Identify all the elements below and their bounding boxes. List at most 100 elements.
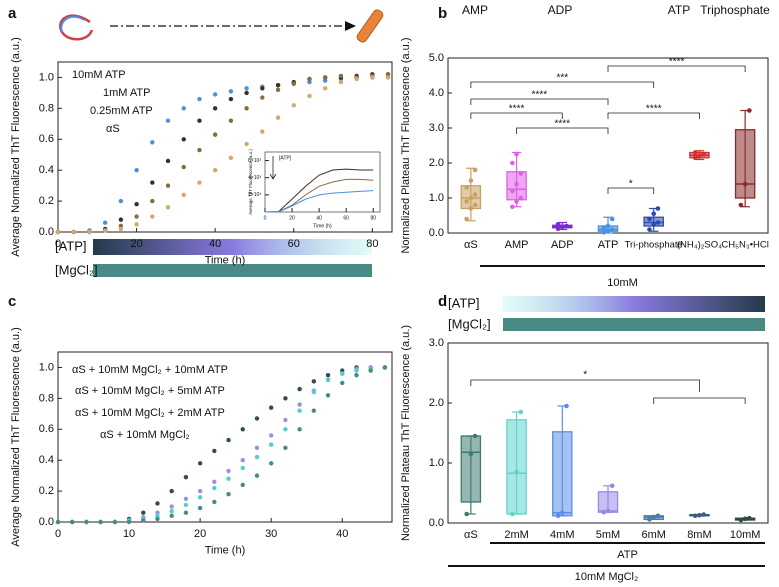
x-tick-label: 0 bbox=[55, 528, 61, 540]
y-tick-label: 0.0 bbox=[429, 517, 444, 529]
data-point bbox=[244, 90, 249, 96]
data-point bbox=[150, 214, 155, 219]
y-tick-label: 1.0 bbox=[39, 361, 54, 373]
schematic bbox=[59, 9, 384, 43]
data-point bbox=[464, 216, 469, 222]
gradient-label: [ATP] bbox=[55, 238, 87, 253]
data-point bbox=[338, 73, 344, 79]
data-point bbox=[283, 427, 288, 432]
x-tick-label: 40 bbox=[209, 238, 221, 250]
data-point bbox=[297, 386, 302, 392]
y-axis-label: Average Normalized ThT Fluorescence (a.u… bbox=[10, 327, 22, 547]
data-point bbox=[601, 509, 607, 515]
data-point bbox=[472, 202, 478, 208]
x-axis-label: Time (h) bbox=[313, 223, 332, 229]
group-label: 10mM bbox=[607, 277, 638, 289]
data-point bbox=[283, 417, 288, 423]
data-point bbox=[283, 445, 288, 451]
data-point bbox=[307, 79, 312, 85]
data-point bbox=[472, 167, 478, 173]
data-point bbox=[228, 118, 234, 123]
significance-bracket bbox=[607, 112, 700, 119]
data-point bbox=[738, 517, 744, 523]
data-point bbox=[240, 482, 245, 488]
y-tick-label: 0.0 bbox=[39, 516, 54, 528]
box bbox=[734, 129, 756, 199]
data-point bbox=[692, 155, 698, 161]
data-point bbox=[368, 368, 373, 373]
legend-entry: αS + 10mM MgCl₂ bbox=[100, 429, 190, 441]
data-point bbox=[268, 433, 274, 438]
data-point bbox=[747, 515, 752, 521]
data-point bbox=[165, 205, 171, 210]
data-point bbox=[518, 195, 524, 201]
inset-arrow bbox=[269, 156, 277, 180]
legend-entry: 1mM ATP bbox=[103, 87, 150, 99]
data-point bbox=[555, 221, 561, 227]
box bbox=[460, 435, 482, 503]
y-tick-label: 0.4 bbox=[39, 164, 54, 176]
mgcl2-bar bbox=[503, 318, 765, 331]
data-point bbox=[651, 221, 657, 227]
y-tick-label: 0.0 bbox=[429, 227, 444, 239]
data-point bbox=[697, 153, 702, 159]
y-axis-label: Normalized Plateau ThT Fluorescence (a.u… bbox=[400, 37, 412, 253]
y-tick-label: 0.2 bbox=[39, 195, 54, 207]
x-tick-label: 20 bbox=[130, 238, 142, 250]
data-point bbox=[150, 198, 155, 204]
legend-entry: αS bbox=[106, 123, 120, 135]
data-point bbox=[518, 409, 524, 415]
data-point bbox=[647, 517, 652, 522]
y-tick-label: 3.0 bbox=[429, 337, 444, 349]
data-point bbox=[275, 115, 281, 120]
legend-entry: αS + 10mM MgCl₂ + 5mM ATP bbox=[75, 385, 225, 397]
significance-bracket bbox=[470, 379, 746, 404]
y-axis-label: Average ThT Fluorescence (a.u.) bbox=[248, 149, 253, 215]
y-tick-label: 1.0 bbox=[429, 192, 444, 204]
data-point bbox=[240, 457, 245, 463]
data-point bbox=[268, 405, 274, 410]
y-tick-label: 0.2 bbox=[39, 485, 54, 497]
molecule-label: ADP bbox=[548, 3, 573, 17]
data-point bbox=[169, 513, 174, 519]
data-point bbox=[212, 167, 218, 173]
x-tick-label: CH₅N₃•HCl bbox=[721, 240, 768, 251]
atp-gradient bbox=[503, 296, 765, 312]
data-point bbox=[464, 185, 469, 190]
data-point bbox=[601, 225, 607, 231]
data-point bbox=[340, 380, 345, 386]
x-tick-label: 60 bbox=[288, 238, 300, 250]
data-point bbox=[141, 510, 146, 515]
x-tick-label: 8mM bbox=[687, 529, 711, 541]
data-point bbox=[183, 496, 189, 502]
data-point bbox=[325, 393, 331, 398]
data-point bbox=[155, 510, 160, 515]
data-point bbox=[311, 379, 317, 384]
data-point bbox=[254, 416, 260, 421]
mgcl2-bar bbox=[93, 264, 372, 277]
significance-label: **** bbox=[509, 104, 525, 115]
plot-frame bbox=[447, 57, 769, 234]
y-tick-label: 5.0 bbox=[429, 52, 444, 64]
data-point bbox=[354, 76, 359, 82]
data-point bbox=[311, 408, 317, 413]
data-point bbox=[126, 519, 132, 525]
data-point bbox=[323, 78, 328, 83]
data-point bbox=[183, 502, 189, 508]
data-point bbox=[134, 201, 139, 207]
data-point bbox=[165, 118, 171, 123]
x-tick-label: 30 bbox=[265, 528, 277, 540]
group-label: ATP bbox=[617, 549, 638, 561]
data-line bbox=[264, 168, 374, 213]
data-point bbox=[260, 129, 265, 134]
data-point bbox=[605, 228, 611, 234]
y-tick-label: 2.0 bbox=[429, 397, 444, 409]
data-point bbox=[291, 103, 296, 108]
data-point bbox=[102, 220, 108, 225]
data-point bbox=[197, 180, 202, 185]
data-point bbox=[268, 461, 274, 466]
data-point bbox=[240, 427, 245, 432]
significance-label: **** bbox=[646, 104, 662, 115]
data-point bbox=[155, 501, 160, 506]
y-tick-label: 2×10³ bbox=[248, 192, 261, 198]
